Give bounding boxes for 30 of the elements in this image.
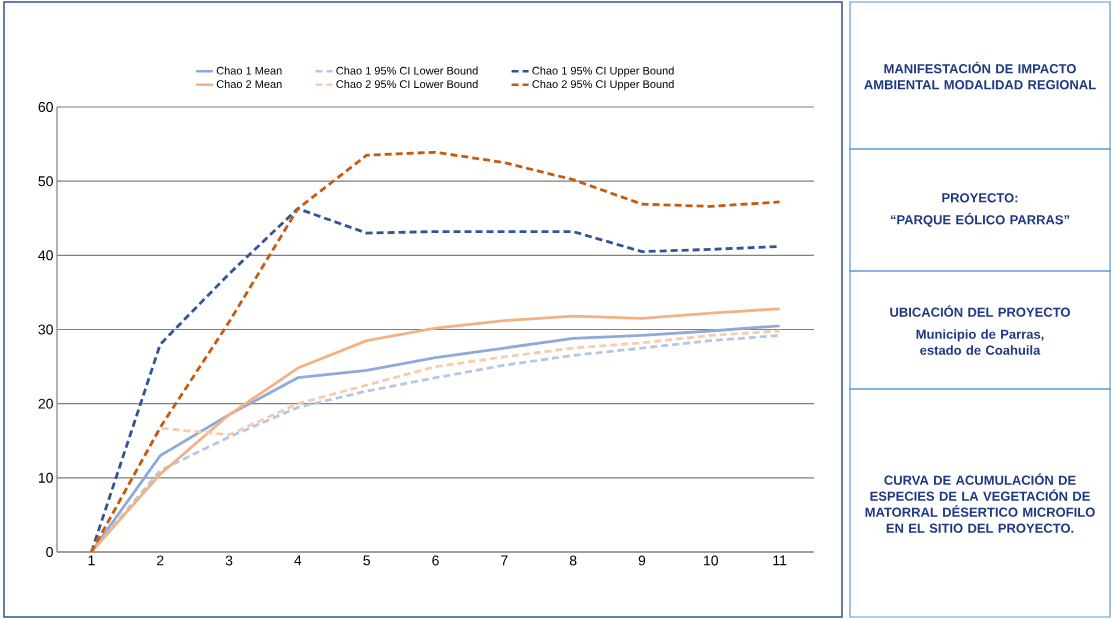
text: PROYECTO: <box>942 193 1018 203</box>
x-tick-label: 6 <box>432 555 439 566</box>
x-tick-label: 7 <box>501 555 508 566</box>
y-tick-label: 60 <box>38 102 53 112</box>
text: CURVA DE ACUMULACIÓN DE ESPECIES DE LA VEGETACIÓN DE MATORRAL DÉSERTICO MICROFILO EN EL SITIO DEL PROYECTO. <box>865 473 1095 533</box>
legend-label: Chao 1 Mean <box>216 66 282 75</box>
legend-label: Chao 1 95% CI Lower Bound <box>336 66 478 75</box>
legend-label: Chao 2 95% CI Upper Bound <box>532 79 674 91</box>
x-tick-label: 5 <box>363 555 370 566</box>
legend-label: Chao 2 95% CI Lower Bound <box>336 79 478 89</box>
text: UBICACIÓN DEL PROYECTO <box>890 305 1070 317</box>
text: Municipio de Parras, estado de Coahuila <box>916 329 1044 355</box>
x-tick-label: 1 <box>88 555 95 566</box>
text: MANIFESTACIÓN DE IMPACTO AMBIENTAL MODALIDAD REGIONAL <box>864 61 1096 90</box>
legend-label: Chao 2 Mean <box>216 79 282 89</box>
y-tick-label: 20 <box>38 398 53 409</box>
y-tick-label: 30 <box>38 324 53 335</box>
y-tick-label: 50 <box>38 176 53 187</box>
x-tick-label: 9 <box>638 555 646 566</box>
x-tick-label: 10 <box>704 555 719 566</box>
x-tick-label: 2 <box>157 555 164 566</box>
y-tick-label: 40 <box>38 250 53 261</box>
legend-label: Chao 1 95% CI Upper Bound <box>532 66 674 77</box>
x-tick-label: 8 <box>569 555 577 566</box>
x-tick-label: 3 <box>225 555 233 566</box>
y-tick-label: 0 <box>46 547 53 557</box>
x-tick-label: 11 <box>773 555 787 566</box>
x-tick-label: 4 <box>294 555 302 566</box>
y-tick-label: 10 <box>38 472 53 483</box>
text: “PARQUE EÓLICO PARRAS” <box>890 212 1070 227</box>
